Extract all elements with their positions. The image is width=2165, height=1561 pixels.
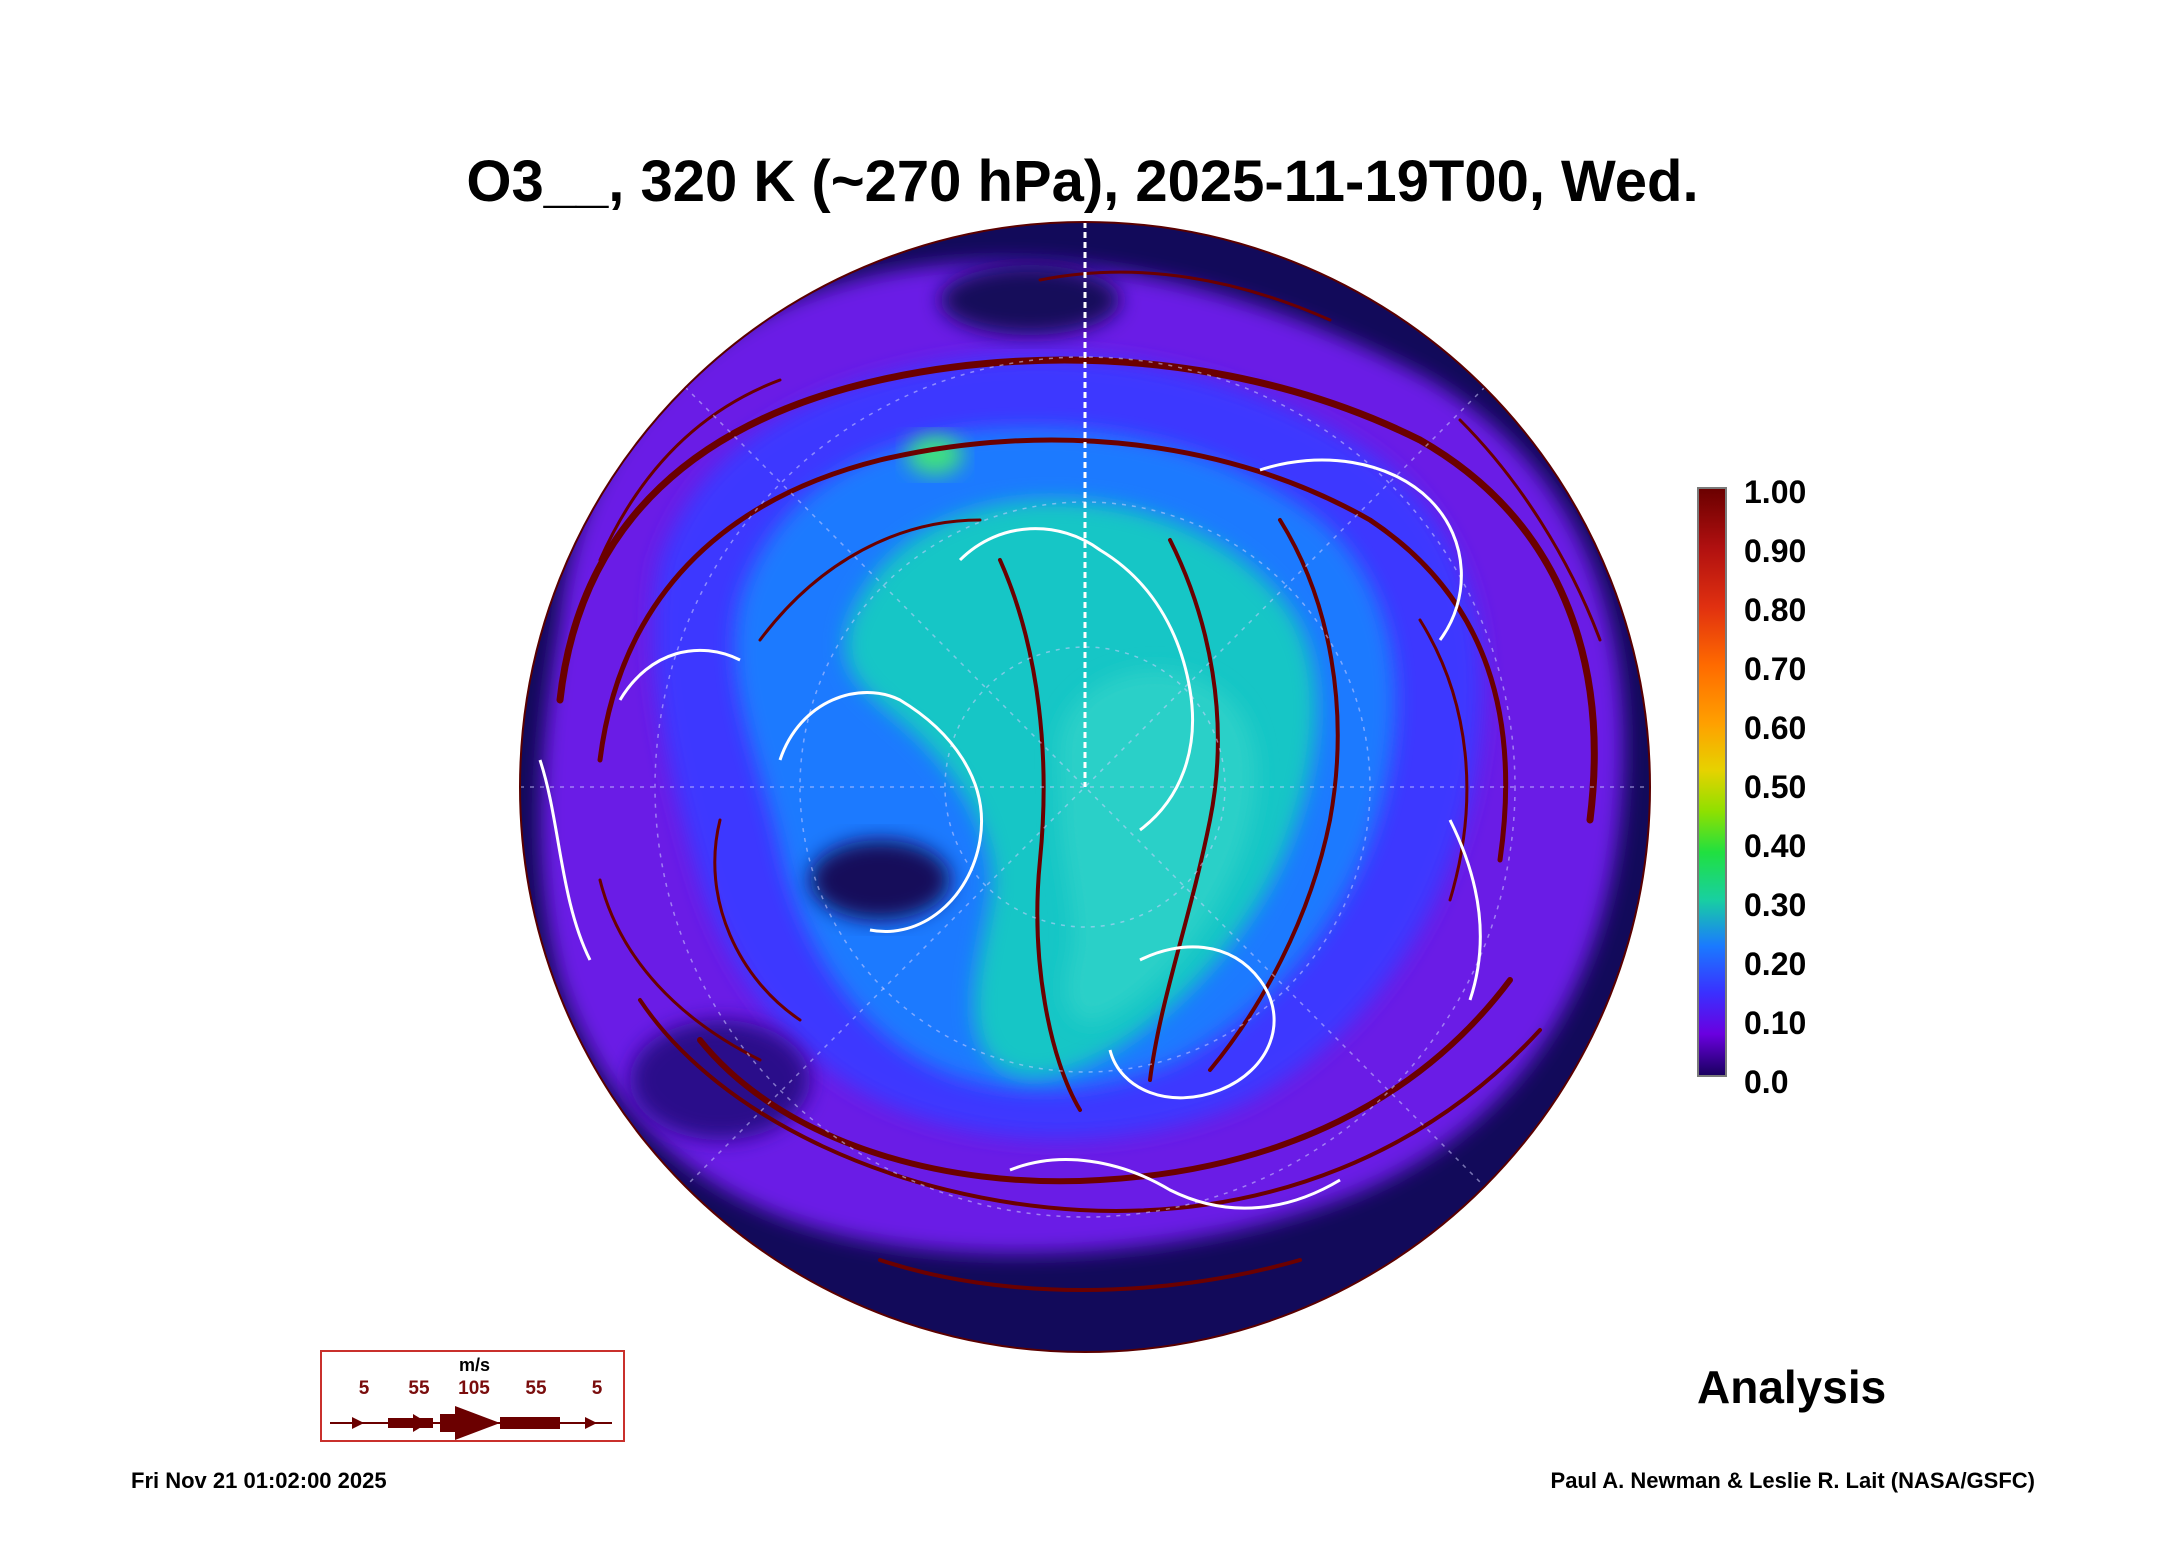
colorbar-label: 0.0	[1744, 1064, 1789, 1100]
colorbar-label: 0.60	[1744, 710, 1807, 746]
wind-key-unit: m/s	[458, 1355, 491, 1375]
colorbar-label: 0.10	[1744, 1005, 1807, 1041]
colorbar	[1697, 487, 1727, 1077]
colorbar-label: 0.40	[1744, 828, 1807, 864]
wind-key-label: 55	[525, 1378, 547, 1399]
wind-key-arrows	[330, 1406, 612, 1440]
colorbar-label: 1.00	[1744, 474, 1807, 510]
credit-line: Paul A. Newman & Leslie R. Lait (NASA/GS…	[1550, 1468, 2035, 1493]
generated-timestamp: Fri Nov 21 01:02:00 2025	[131, 1468, 387, 1493]
ozone-field	[520, 222, 1650, 1352]
analysis-label: Analysis	[1697, 1361, 1887, 1413]
plot-title: O3__, 320 K (~270 hPa), 2025-11-19T00, W…	[466, 149, 1699, 214]
wind-streamlines	[556, 270, 1602, 1292]
colorbar-label: 0.30	[1744, 887, 1807, 923]
colorbar-label: 0.90	[1744, 533, 1807, 569]
coastlines	[538, 458, 1482, 1210]
colorbar-gradient	[1699, 489, 1725, 1075]
wind-speed-key: m/s 5 55 105 55 5	[320, 1350, 625, 1442]
colorbar-label: 0.70	[1744, 651, 1807, 687]
colorbar-label: 0.20	[1744, 946, 1807, 982]
wind-key-label: 5	[358, 1378, 370, 1399]
wind-key-label: 5	[591, 1378, 603, 1399]
wind-key-label: 55	[408, 1378, 430, 1399]
globe-outline	[519, 221, 1651, 1353]
wind-key-label: 105	[458, 1378, 490, 1399]
colorbar-label: 0.80	[1744, 592, 1807, 628]
colorbar-label: 0.50	[1744, 769, 1807, 805]
